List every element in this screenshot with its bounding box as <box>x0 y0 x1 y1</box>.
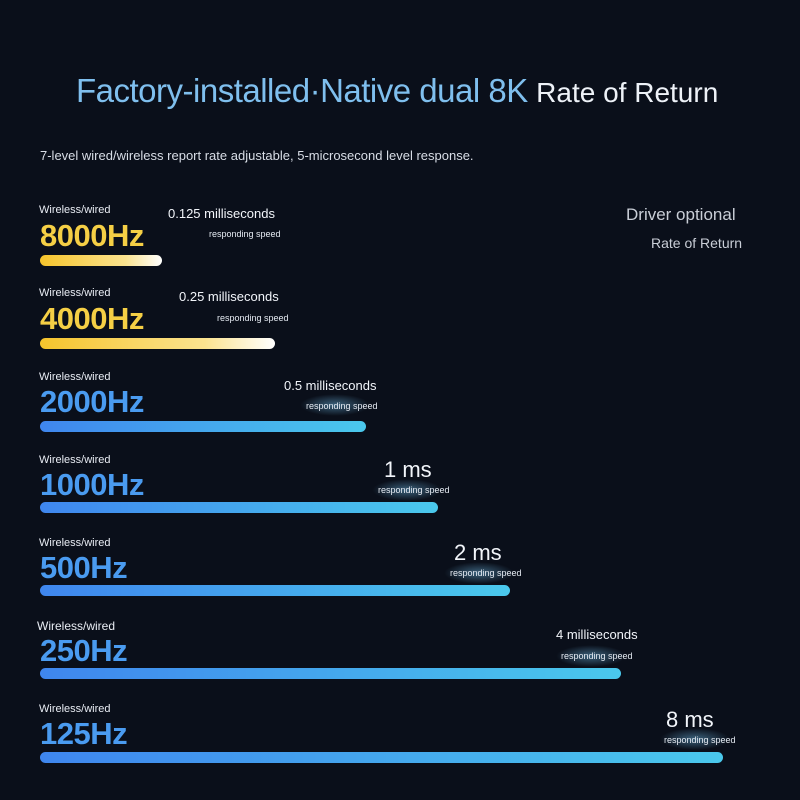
driver-note-line2: Rate of Return <box>651 235 743 251</box>
glow-decoration <box>444 562 514 584</box>
rate-ms: 1 ms <box>384 457 432 482</box>
rate-bar <box>40 502 438 513</box>
rate-bar <box>40 668 621 679</box>
rate-speed: responding speed <box>306 401 378 411</box>
rate-hz: 2000Hz <box>40 384 144 419</box>
title-suffix: Rate of Return <box>536 77 719 108</box>
rate-speed: responding speed <box>664 735 736 745</box>
rate-prefix: Wireless/wired <box>39 454 111 466</box>
rate-bar <box>40 421 366 432</box>
rate-speed: responding speed <box>450 568 522 578</box>
rate-row-500: Wireless/wired 500Hz 2 ms responding spe… <box>0 532 800 622</box>
rate-ms: 4 milliseconds <box>556 627 638 642</box>
rate-speed: responding speed <box>209 229 281 239</box>
rate-hz: 1000Hz <box>40 467 144 502</box>
page-subtitle: 7-level wired/wireless report rate adjus… <box>40 148 474 163</box>
rate-hz: 8000Hz <box>40 218 144 253</box>
rate-speed: responding speed <box>561 651 633 661</box>
rate-prefix: Wireless/wired <box>39 371 111 383</box>
rate-row-2000: Wireless/wired 2000Hz 0.5 milliseconds r… <box>0 366 800 456</box>
rate-prefix: Wireless/wired <box>39 204 111 216</box>
rate-row-4000: Wireless/wired 4000Hz 0.25 milliseconds … <box>0 283 800 373</box>
rate-hz: 125Hz <box>40 716 128 751</box>
rate-bar <box>40 752 723 763</box>
rate-row-250: Wireless/wired 250Hz 4 milliseconds resp… <box>0 615 800 705</box>
title-main: Factory-installed·Native dual 8K <box>76 72 528 109</box>
driver-note-line1: Driver optional <box>626 205 736 224</box>
glow-decoration <box>660 728 730 750</box>
rate-row-1000: Wireless/wired 1000Hz 1 ms responding sp… <box>0 449 800 539</box>
rate-prefix: Wireless/wired <box>39 287 111 299</box>
rate-ms: 0.25 milliseconds <box>179 289 279 304</box>
rate-bar <box>40 255 162 266</box>
rate-prefix: Wireless/wired <box>39 703 111 715</box>
rate-bar <box>40 585 510 596</box>
rate-prefix: Wireless/wired <box>37 619 116 633</box>
rate-hz: 250Hz <box>40 633 128 668</box>
rate-row-125: Wireless/wired 125Hz 8 ms responding spe… <box>0 698 800 788</box>
rate-ms: 0.5 milliseconds <box>284 378 377 393</box>
rate-bar <box>40 338 275 349</box>
rate-speed: responding speed <box>378 485 450 495</box>
glow-decoration <box>556 645 626 667</box>
glow-decoration <box>372 479 442 501</box>
rate-prefix: Wireless/wired <box>39 537 111 549</box>
rate-hz: 4000Hz <box>40 301 144 336</box>
rate-speed: responding speed <box>217 313 289 323</box>
rate-row-8000: Wireless/wired 8000Hz 0.125 milliseconds… <box>0 200 800 290</box>
rate-ms: 0.125 milliseconds <box>168 206 275 221</box>
rate-ms: 8 ms <box>666 707 714 732</box>
glow-decoration <box>300 394 370 416</box>
page-title: Factory-installed·Native dual 8K Rate of… <box>76 72 718 110</box>
rate-ms: 2 ms <box>454 540 502 565</box>
rate-hz: 500Hz <box>40 550 128 585</box>
